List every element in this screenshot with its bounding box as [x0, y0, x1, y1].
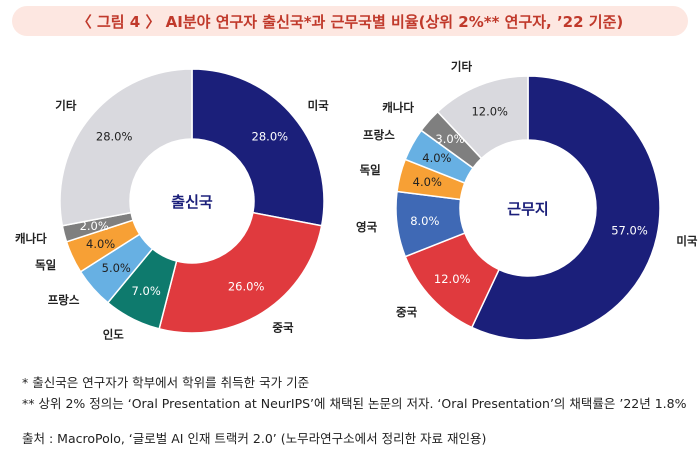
- source-note: 출처 : MacroPolo, ‘글로벌 AI 인재 트랙커 2.0’ (노무라…: [22, 431, 487, 446]
- value-label-1-5: 4.0%: [86, 237, 115, 251]
- value-label-2-1: 57.0%: [611, 224, 648, 238]
- slice-1-7: [59, 68, 193, 227]
- value-label-1-2: 26.0%: [228, 279, 265, 293]
- category-label-2-5: 프랑스: [363, 128, 395, 142]
- value-label-2-4: 4.0%: [413, 175, 442, 189]
- donut-center-title-2: 근무지: [507, 200, 548, 218]
- category-label-2-2: 중국: [396, 305, 418, 319]
- value-label-2-3: 8.0%: [410, 214, 439, 228]
- value-label-2-5: 4.0%: [422, 151, 451, 165]
- footnote-top2-definition: ** 상위 2% 정의는 ‘Oral Presentation at NeurI…: [22, 396, 687, 411]
- value-label-2-2: 12.0%: [434, 272, 471, 286]
- donut-charts: 28.0% 미국 26.0% 중국 7.0% 인도 5.0% 프랑스 4.0% 독일 2.0% 캐나다…: [15, 60, 698, 342]
- figure-title: 〈 그림 4 〉 AI분야 연구자 출신국*과 근무국별 비율(상위 2%** …: [12, 6, 688, 36]
- slice-2-7: [436, 75, 529, 160]
- category-label-2-4: 독일: [360, 163, 381, 177]
- value-label-2-6: 3.0%: [435, 132, 464, 146]
- category-label-1-1: 미국: [308, 98, 330, 112]
- category-label-1-6: 캐나다: [15, 231, 47, 245]
- category-label-1-4: 프랑스: [48, 293, 80, 307]
- footnote-origin-definition: * 출신국은 연구자가 학부에서 학위를 취득한 국가 기준: [22, 375, 310, 390]
- category-label-1-2: 중국: [272, 321, 294, 335]
- category-label-2-7: 기타: [451, 60, 473, 74]
- value-label-1-7: 28.0%: [96, 130, 133, 144]
- value-label-1-4: 5.0%: [102, 261, 131, 275]
- value-label-2-7: 12.0%: [471, 104, 508, 118]
- category-label-2-6: 캐나다: [382, 100, 414, 114]
- slice-1-2: [158, 211, 323, 334]
- category-label-2-3: 영국: [356, 220, 378, 234]
- value-label-1-6: 2.0%: [80, 219, 109, 233]
- category-label-1-7: 기타: [55, 98, 77, 112]
- slice-2-1: [470, 75, 661, 341]
- value-label-1-1: 28.0%: [252, 130, 289, 144]
- value-label-1-3: 7.0%: [132, 284, 161, 298]
- category-label-1-3: 인도: [103, 328, 125, 342]
- donut-chart-1: 28.0% 미국 26.0% 중국 7.0% 인도 5.0% 프랑스 4.0% 독일 2.0% 캐나다…: [15, 68, 330, 342]
- category-label-1-5: 독일: [35, 258, 56, 272]
- donut-chart-2: 57.0% 미국 12.0% 중국 8.0% 영국 4.0% 독일 4.0% 프랑스 3.0% 캐나다…: [356, 60, 698, 341]
- slice-1-1: [191, 68, 325, 227]
- category-label-2-1: 미국: [676, 234, 698, 248]
- donut-center-title-1: 출신국: [171, 193, 213, 211]
